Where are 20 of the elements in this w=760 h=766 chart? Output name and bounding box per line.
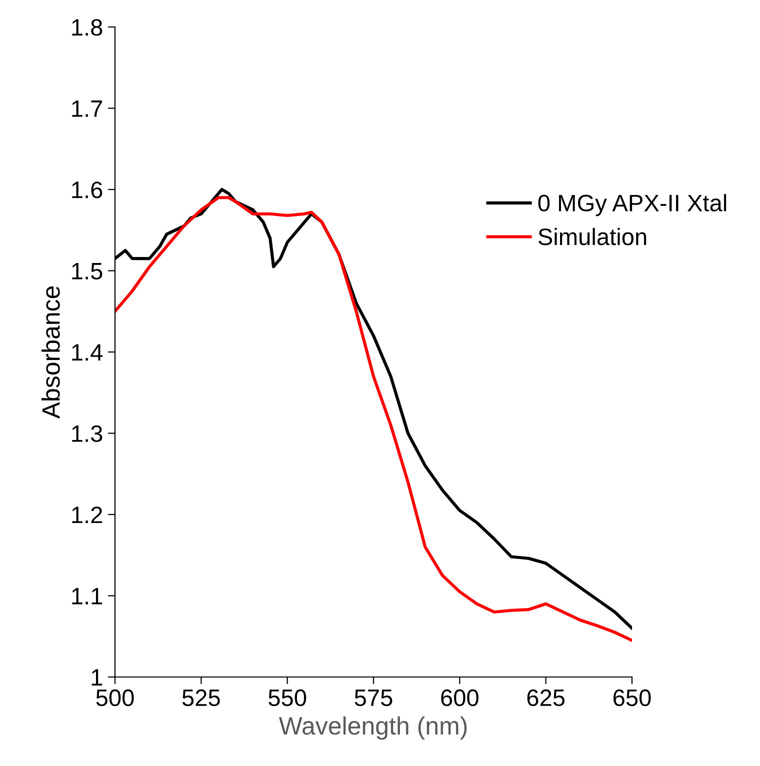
x-tick-label: 600: [441, 689, 478, 706]
legend-label: 0 MGy APX-II Xtal: [538, 194, 726, 216]
y-tick-label: 1: [92, 669, 102, 686]
legend-label: Simulation: [538, 228, 646, 246]
y-tick-label: 1.6: [72, 182, 102, 198]
y-tick-label: 1.2: [72, 506, 102, 524]
y-tick-label: 1.3: [72, 425, 102, 442]
x-tick-label: 625: [527, 689, 565, 706]
x-axis-title: Wavelength (nm): [278, 716, 467, 740]
y-tick-label: 1.8: [72, 19, 102, 36]
y-tick-label: 1.4: [72, 344, 103, 361]
y-axis-title: Absorbance: [42, 286, 60, 419]
y-tick-label: 1.1: [72, 588, 102, 604]
x-tick-label: 650: [614, 689, 651, 706]
x-tick-label: 550: [268, 689, 306, 706]
x-tick-label: 575: [354, 690, 392, 706]
y-tick-label: 1.5: [72, 263, 102, 280]
y-tick-label: 1.7: [72, 100, 102, 117]
x-tick-label: 525: [182, 689, 220, 706]
x-tick-label: 500: [96, 689, 134, 706]
